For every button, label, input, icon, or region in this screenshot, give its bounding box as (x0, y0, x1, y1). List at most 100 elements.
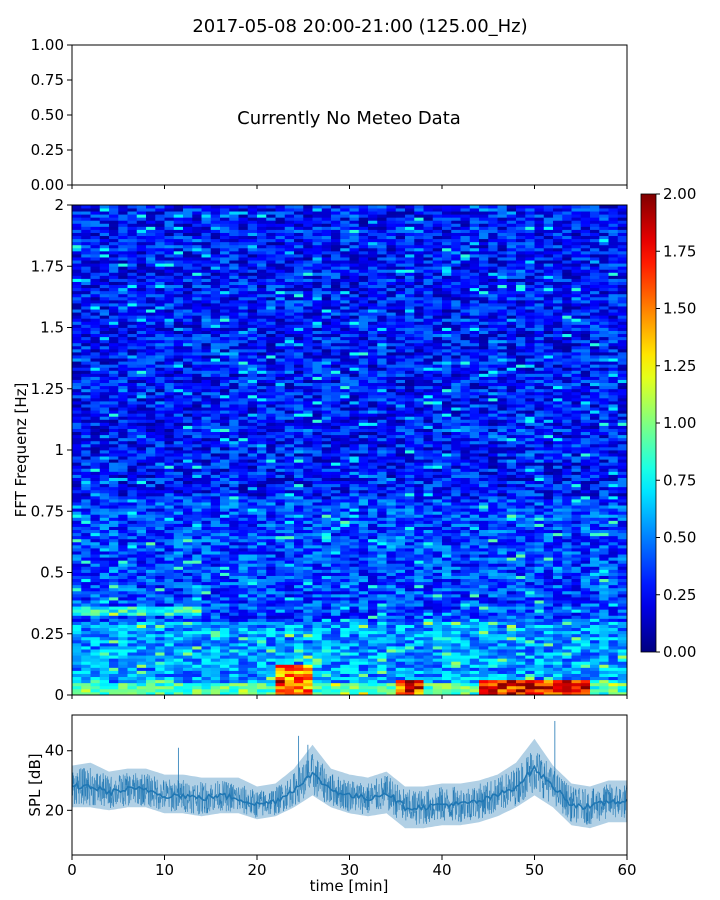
spectrogram-cell (192, 517, 202, 521)
spectrogram-cell (340, 499, 350, 503)
spectrogram-cell (284, 633, 295, 638)
spectrogram-cell (275, 474, 286, 478)
spectrogram-cell (303, 505, 313, 509)
spectrogram-cell (562, 563, 572, 567)
spectrogram-cell (72, 646, 82, 650)
spectrogram-cell (562, 569, 572, 573)
spectrogram-cell (81, 544, 91, 549)
spectrogram-cell (414, 673, 424, 678)
spectrogram-cell (294, 492, 304, 497)
spectrogram-cell (257, 462, 267, 466)
spectrogram-cell (469, 495, 480, 500)
spectrogram-cell (257, 572, 267, 576)
spectrogram-cell (488, 600, 498, 604)
spectrogram-cell (608, 480, 619, 485)
spectrogram-cell (451, 575, 461, 580)
spectrogram-cell (599, 514, 609, 518)
spectrogram-cell (266, 514, 276, 518)
spectrogram-cell (608, 499, 619, 503)
spectrogram-cell (312, 639, 323, 644)
spectrogram-cell (377, 563, 387, 567)
spectrogram-cell (303, 578, 313, 583)
spectrogram-cell (543, 459, 554, 463)
spectrogram-cell (488, 474, 498, 478)
spectrogram-cell (451, 603, 461, 607)
spectrogram-cell (553, 600, 563, 604)
spectrogram-cell (414, 483, 424, 488)
spectrogram-cell (312, 667, 323, 671)
spectrogram-cell (562, 514, 572, 518)
spectrogram-cell (201, 462, 212, 466)
spectrogram-cell (72, 569, 82, 573)
spectrogram-cell (414, 505, 424, 509)
spectrogram-cell (99, 499, 110, 503)
spectrogram-cell (294, 551, 304, 555)
spectrogram-cell (118, 572, 128, 576)
spectrogram-cell (358, 459, 369, 463)
spectrogram-cell (118, 502, 128, 506)
spectrogram-cell (534, 630, 545, 635)
spectrogram-cell (294, 517, 304, 521)
spectrogram-cell (386, 563, 397, 567)
spectrogram-cell (312, 480, 323, 485)
spectrogram-cell (136, 489, 147, 494)
spectrogram-cell (229, 633, 239, 638)
spectrogram-cell (275, 462, 286, 466)
spectrogram-cell (284, 520, 295, 524)
spectrogram-cell (247, 606, 258, 610)
spectrogram-cell (534, 646, 545, 650)
spectrogram-cell (81, 685, 91, 690)
spectrogram-cell (590, 474, 600, 478)
spectrogram-cell (201, 590, 212, 595)
spectrogram-cell (201, 618, 212, 622)
spectrogram-cell (349, 639, 360, 644)
spectrogram-cell (275, 667, 286, 671)
spectrogram-cell (617, 593, 628, 598)
spectrogram-cell (414, 554, 424, 558)
spectrogram-cell (109, 456, 119, 460)
spectrogram-cell (386, 639, 397, 644)
spectrogram-cell (534, 569, 545, 573)
spectrogram-cell (497, 480, 508, 485)
spectrogram-cell (497, 606, 508, 610)
spectrogram-cell (590, 621, 600, 625)
spectrogram-cell (201, 685, 212, 690)
spectrogram-cell (312, 688, 323, 693)
spectrogram-cell (275, 560, 286, 564)
spectrogram-cell (136, 535, 147, 540)
spectrogram-cell (460, 480, 471, 485)
spectrogram-cell (423, 474, 434, 478)
spectrogram-cell (192, 535, 202, 540)
spectrogram-cell (377, 646, 387, 650)
spectrogram-cell (525, 557, 535, 561)
spectrogram-cell (201, 673, 212, 678)
spectrogram-cell (164, 532, 175, 537)
spectrogram-cell (321, 581, 332, 586)
spectrogram-cell (266, 670, 276, 674)
spectrogram-cell (386, 603, 397, 607)
spectrogram-cell (497, 633, 508, 638)
spectrogram-cell (432, 538, 443, 543)
spectrogram-cell (377, 492, 387, 497)
spectrogram-cell (590, 649, 600, 653)
spectrogram-cell (451, 523, 461, 527)
spectrogram-cell (423, 541, 434, 546)
spectrogram-cell (405, 526, 415, 531)
spectrogram-cell (294, 489, 304, 494)
spectrogram-cell (534, 459, 545, 463)
spectrogram-cell (247, 691, 258, 696)
spectrogram-cell (525, 538, 535, 543)
spectrogram-cell (534, 443, 545, 448)
spectrogram-cell (469, 548, 480, 552)
spectrogram-cell (599, 572, 609, 576)
spectrogram-cell (210, 661, 221, 665)
spectrogram-cell (525, 495, 535, 500)
spectrogram-cell (183, 652, 193, 656)
spectrogram-cell (72, 642, 82, 647)
spectrogram-cell (386, 658, 397, 662)
spectrogram-cell (257, 609, 267, 613)
spectrogram-cell (617, 557, 628, 561)
spectrogram-cell (201, 492, 212, 497)
spectrogram-cell (312, 603, 323, 607)
spectrogram-cell (247, 658, 258, 662)
